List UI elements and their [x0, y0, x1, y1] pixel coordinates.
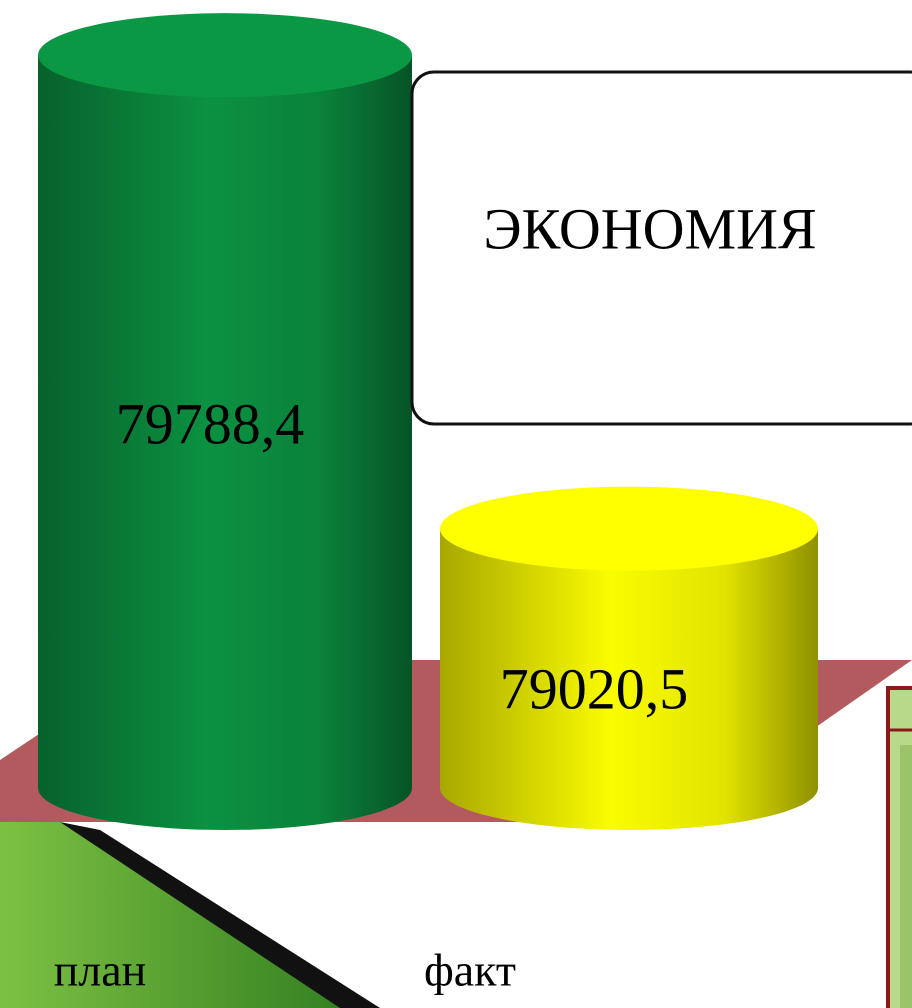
callout-box [410, 70, 912, 426]
value-label: 79020,5 [500, 656, 689, 721]
value-label: 79788,4 [116, 391, 305, 456]
x-tick-label: факт [424, 945, 516, 996]
annotation: ЭКОНОМИЯ [483, 196, 816, 261]
cylinder-body [38, 55, 412, 831]
decor-arrow-edge [60, 822, 380, 1008]
cylinder-body [440, 528, 818, 830]
bars [38, 13, 818, 831]
x-tick-label: план [54, 945, 147, 996]
cylinder-top [38, 13, 412, 98]
labels: 79788,4 план 79020,5 факт [54, 391, 689, 995]
side-panel [886, 686, 912, 1008]
cylinder-top [440, 486, 818, 571]
